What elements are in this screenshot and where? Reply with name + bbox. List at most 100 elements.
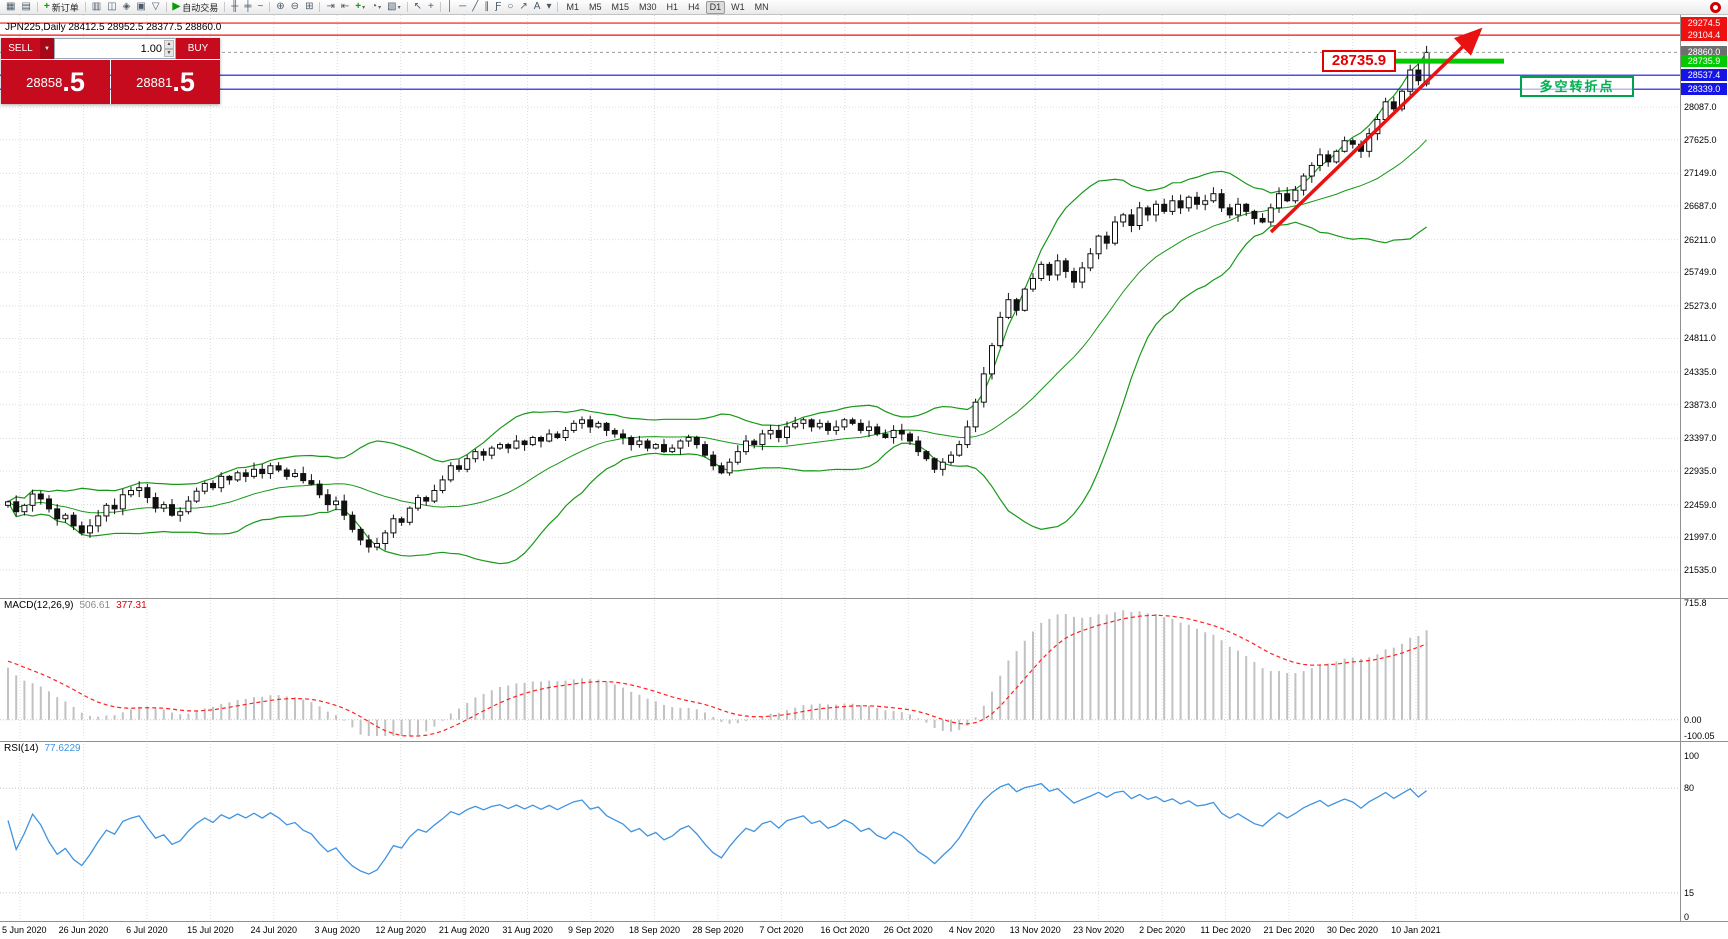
auto-scroll-icon-glyph: ⇥ — [326, 1, 335, 12]
date-tick: 23 Nov 2020 — [1073, 925, 1125, 935]
chart-profiles-icon[interactable]: ▤ — [19, 1, 32, 13]
templates-button-caret: ▾ — [397, 4, 401, 11]
text-icon[interactable]: A — [532, 1, 543, 13]
fibonacci-icon-glyph: Ƒ — [495, 1, 502, 12]
volume-decrement-button[interactable]: ▼ — [164, 48, 174, 57]
toolbar-separator — [269, 2, 271, 12]
price-levels[interactable] — [0, 22, 1680, 90]
arrows-icon[interactable]: ↗ — [517, 1, 529, 13]
chart-shift-icon[interactable]: ⇤ — [339, 1, 351, 13]
shapes-icon-glyph: ○ — [507, 1, 514, 12]
timeframe-m5[interactable]: M5 — [589, 1, 602, 12]
candlestick-chart-icon[interactable]: ╪ — [242, 1, 253, 13]
market-watch-icon-glyph: ▥ — [91, 1, 102, 12]
new-chart-icon[interactable]: ▦ — [4, 1, 17, 13]
autotrading-button-glyph: ▶ — [172, 1, 181, 12]
cursor-icon[interactable]: ↖ — [412, 1, 424, 13]
strategy-tester-icon[interactable]: ▽ — [150, 1, 162, 13]
date-tick: 4 Nov 2020 — [948, 925, 995, 935]
date-tick: 24 Jul 2020 — [250, 925, 298, 935]
rsi-name: RSI(14) — [4, 743, 39, 754]
date-tick: 12 Aug 2020 — [375, 925, 426, 935]
zoom-in-icon-glyph: ⊕ — [276, 1, 285, 12]
date-tick: 5 Jun 2020 — [2, 925, 47, 935]
buy-price-button[interactable]: 28881.5 — [111, 60, 220, 104]
shapes-icon[interactable]: ○ — [505, 1, 515, 13]
auto-scroll-icon[interactable]: ⇥ — [324, 1, 336, 13]
toolbar-right — [1710, 1, 1725, 13]
tile-windows-icon-glyph: ⊞ — [305, 1, 314, 12]
new-order-button[interactable]: + 新订单 — [42, 1, 81, 13]
timeframe-m30[interactable]: M30 — [639, 1, 657, 12]
bar-chart-icon[interactable]: ╫ — [229, 1, 240, 13]
zoom-out-icon[interactable]: ⊖ — [289, 1, 301, 13]
terminal-icon[interactable]: ▣ — [134, 1, 147, 13]
panel-frames — [0, 15, 1728, 922]
time-axis[interactable]: 5 Jun 2020 26 Jun 2020 6 Jul 2020 15 Jul 20… — [0, 922, 1728, 939]
timeframe-d1[interactable]: D1 — [705, 0, 726, 14]
timeframe-h4[interactable]: H4 — [688, 1, 700, 12]
sell-button[interactable]: SELL — [1, 38, 40, 59]
autotrading-button[interactable]: ▶ 自动交易 — [171, 1, 221, 13]
buy-button[interactable]: BUY — [176, 38, 220, 59]
bid-price-main: 28858 — [26, 74, 63, 90]
toolbar-separator — [165, 2, 167, 12]
date-tick: 15 Jul 2020 — [187, 925, 234, 935]
community-icon[interactable] — [1710, 1, 1721, 13]
bid-price-fraction: .5 — [62, 66, 85, 97]
horizontal-line-icon[interactable]: ─ — [457, 1, 468, 13]
data-window-icon-glyph: ◫ — [107, 1, 117, 12]
data-window-icon[interactable]: ◫ — [105, 1, 118, 13]
vertical-line-icon[interactable]: │ — [445, 1, 455, 13]
more-tools-caret[interactable]: ▾ — [544, 1, 553, 13]
periods-button[interactable]: ◔ ▾ — [369, 1, 383, 13]
indicators-button-caret: ▾ — [362, 4, 366, 11]
fibonacci-icon[interactable]: Ƒ — [493, 1, 503, 13]
timeframe-mn[interactable]: MN — [754, 1, 769, 12]
equidistant-channel-icon[interactable]: ∥ — [482, 1, 491, 13]
crosshair-icon-glyph: + — [428, 1, 434, 12]
vertical-line-icon-glyph: │ — [446, 1, 454, 12]
tile-windows-icon[interactable]: ⊞ — [303, 1, 315, 13]
candlestick-chart-icon-glyph: ╪ — [244, 1, 252, 12]
date-tick: 30 Dec 2020 — [1326, 925, 1378, 935]
zoom-in-icon[interactable]: ⊕ — [274, 1, 286, 13]
line-chart-icon[interactable]: ~ — [255, 1, 265, 13]
macd-signal-line — [7, 614, 1427, 737]
rsi-value: 77.6229 — [44, 743, 81, 754]
volume-input[interactable]: 1.00 ▲ ▼ — [54, 38, 176, 59]
date-tick: 28 Sep 2020 — [692, 925, 744, 935]
date-tick: 21 Dec 2020 — [1263, 925, 1315, 935]
price-annotation-flag[interactable]: 28735.9 — [1322, 50, 1396, 72]
timeframe-h1[interactable]: H1 — [666, 1, 679, 12]
toolbar-separator — [36, 2, 38, 12]
trend-arrow[interactable] — [1269, 27, 1483, 234]
turning-point-label[interactable]: 多空转折点 — [1520, 76, 1634, 97]
chart-profiles-icon-glyph: ▤ — [21, 1, 31, 12]
market-watch-icon[interactable]: ▥ — [90, 1, 103, 13]
indicators-button[interactable]: + ▾ — [353, 1, 367, 13]
date-tick: 6 Jul 2020 — [126, 925, 168, 935]
new-order-button-glyph: + — [43, 1, 50, 12]
sell-price-button[interactable]: 28858.5 — [1, 60, 110, 104]
templates-button[interactable]: ▧ ▾ — [385, 1, 402, 13]
timeframe-w1[interactable]: W1 — [731, 1, 745, 12]
volume-increment-button[interactable]: ▲ — [164, 40, 174, 49]
ask-price-fraction: .5 — [172, 66, 195, 97]
trendline-icon-glyph: ╱ — [472, 1, 479, 12]
trendline-icon[interactable]: ╱ — [470, 1, 480, 13]
date-tick: 3 Aug 2020 — [314, 925, 361, 935]
navigator-icon[interactable]: ◈ — [121, 1, 133, 13]
crosshair-icon[interactable]: + — [426, 1, 436, 13]
zoom-out-icon-glyph: ⊖ — [290, 1, 300, 12]
date-tick: 21 Aug 2020 — [438, 925, 490, 935]
templates-button-glyph: ▧ — [387, 1, 397, 12]
timeframe-m15[interactable]: M15 — [611, 1, 630, 12]
trade-options-caret[interactable]: ▼ — [40, 38, 54, 59]
trade-controls-row: SELL ▼ 1.00 ▲ ▼ BUY — [1, 38, 220, 59]
date-tick: 11 Dec 2020 — [1200, 925, 1251, 935]
toolbar-separator — [406, 2, 408, 12]
timeframe-m1[interactable]: M1 — [566, 1, 579, 12]
toolbar-separator — [439, 2, 441, 12]
